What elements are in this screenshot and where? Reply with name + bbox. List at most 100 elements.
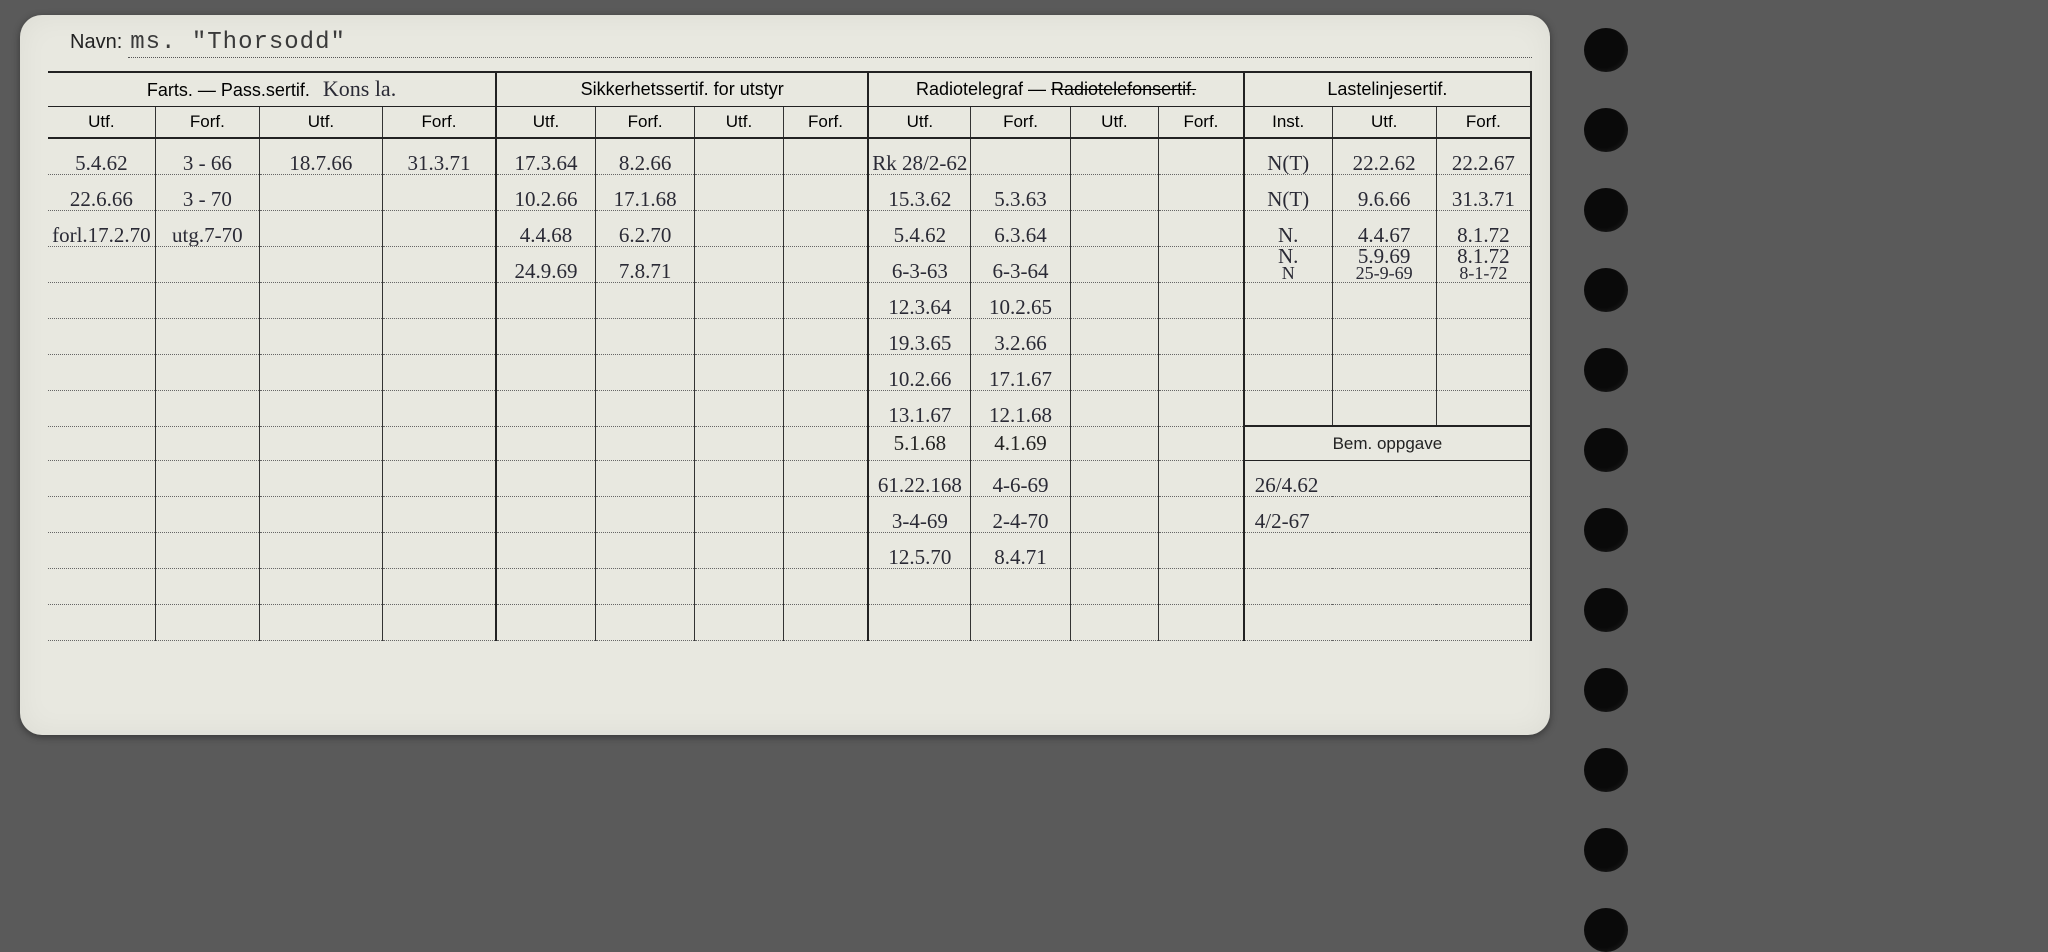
cell: 31.3.71 xyxy=(1436,174,1531,210)
cell xyxy=(695,138,783,174)
cell xyxy=(259,532,382,568)
cell: 13.1.67 xyxy=(868,390,971,426)
cell xyxy=(48,354,155,390)
cell xyxy=(496,568,595,604)
col-header: Forf. xyxy=(1436,106,1531,138)
cell: 5.9.6925-9-69 xyxy=(1332,246,1436,282)
bem-header: Bem. oppgave xyxy=(1244,426,1531,460)
cell: 22.6.66 xyxy=(48,174,155,210)
cell: 8.1.72 xyxy=(1436,210,1531,246)
cell xyxy=(382,426,496,460)
cell: 10.2.66 xyxy=(496,174,595,210)
cell xyxy=(382,532,496,568)
cell: 3 - 66 xyxy=(155,138,259,174)
cell xyxy=(1070,390,1158,426)
cell xyxy=(48,532,155,568)
cell xyxy=(695,246,783,282)
cell xyxy=(868,604,971,640)
cell xyxy=(155,460,259,496)
cell: 9.6.66 xyxy=(1332,174,1436,210)
bem-cell xyxy=(1244,568,1531,604)
col-header: Utf. xyxy=(695,106,783,138)
cell: 3-4-69 xyxy=(868,496,971,532)
cell xyxy=(1159,390,1244,426)
cell: 10.2.65 xyxy=(971,282,1070,318)
cell xyxy=(695,354,783,390)
col-header: Utf. xyxy=(496,106,595,138)
cell xyxy=(695,532,783,568)
cell: 31.3.71 xyxy=(382,138,496,174)
cell: N.N xyxy=(1244,246,1332,282)
record-card: Navn: ms. "Thorsodd" Farts. — Pass.serti… xyxy=(20,15,1550,735)
cell xyxy=(48,318,155,354)
cell xyxy=(259,318,382,354)
cell xyxy=(783,210,868,246)
cell xyxy=(382,354,496,390)
cell xyxy=(595,532,694,568)
cell xyxy=(868,568,971,604)
cell xyxy=(1070,426,1158,460)
cell xyxy=(48,496,155,532)
cell xyxy=(695,210,783,246)
col-header: Utf. xyxy=(868,106,971,138)
cell xyxy=(1159,532,1244,568)
cell xyxy=(1070,354,1158,390)
cell: 4.4.68 xyxy=(496,210,595,246)
cell: 8.4.71 xyxy=(971,532,1070,568)
cell xyxy=(971,568,1070,604)
cell xyxy=(1159,138,1244,174)
section-radio: Radiotelegraf — Radiotelefonsertif. xyxy=(868,72,1243,106)
cell xyxy=(1070,496,1158,532)
cell: 17.3.64 xyxy=(496,138,595,174)
col-header: Forf. xyxy=(382,106,496,138)
col-header: Utf. xyxy=(259,106,382,138)
bem-cell: 4/2-67 xyxy=(1244,496,1531,532)
cell xyxy=(695,318,783,354)
binder-hole xyxy=(1584,508,1628,552)
cell: 24.9.69 xyxy=(496,246,595,282)
cell: 4-6-69 xyxy=(971,460,1070,496)
cell: 4.1.69 xyxy=(971,426,1070,460)
cell xyxy=(783,174,868,210)
cell xyxy=(1070,568,1158,604)
cell: utg.7-70 xyxy=(155,210,259,246)
cell: Rk 28/2-62 xyxy=(868,138,971,174)
cell: 5.1.68 xyxy=(868,426,971,460)
cell: 7.8.71 xyxy=(595,246,694,282)
name-row: Navn: ms. "Thorsodd" xyxy=(48,29,1532,71)
cell xyxy=(48,426,155,460)
cell: 4.4.67 xyxy=(1332,210,1436,246)
cell xyxy=(382,496,496,532)
cell xyxy=(783,460,868,496)
cell xyxy=(382,604,496,640)
section-sikkerhet: Sikkerhetssertif. for utstyr xyxy=(496,72,868,106)
cell xyxy=(1070,282,1158,318)
cell xyxy=(695,390,783,426)
cell xyxy=(695,282,783,318)
cell xyxy=(695,426,783,460)
cell: 2-4-70 xyxy=(971,496,1070,532)
cell xyxy=(695,496,783,532)
cell xyxy=(1159,282,1244,318)
cell: forl.17.2.70 xyxy=(48,210,155,246)
cell: 17.1.67 xyxy=(971,354,1070,390)
binder-hole xyxy=(1584,588,1628,632)
col-header: Forf. xyxy=(1159,106,1244,138)
cell xyxy=(382,318,496,354)
cell xyxy=(595,354,694,390)
cell xyxy=(1159,568,1244,604)
cell xyxy=(1159,426,1244,460)
cell xyxy=(259,174,382,210)
cell xyxy=(48,604,155,640)
cell: N(T) xyxy=(1244,174,1332,210)
cell xyxy=(783,496,868,532)
cell xyxy=(1332,354,1436,390)
cell xyxy=(1436,318,1531,354)
cell: 12.1.68 xyxy=(971,390,1070,426)
cell xyxy=(259,210,382,246)
cell xyxy=(1159,354,1244,390)
cell: 8.1.728-1-72 xyxy=(1436,246,1531,282)
cell xyxy=(155,426,259,460)
cell xyxy=(1332,390,1436,426)
cell: 61.22.168 xyxy=(868,460,971,496)
